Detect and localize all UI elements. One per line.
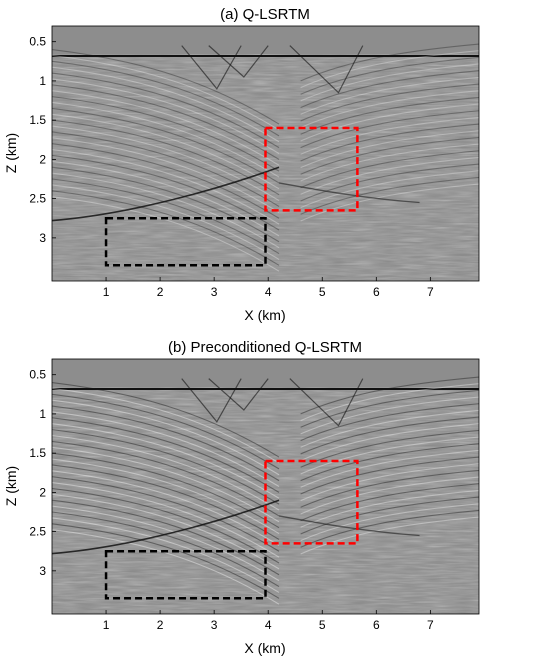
- y-tick-label: 3: [39, 231, 46, 245]
- y-tick-label: 2: [39, 485, 46, 499]
- panel-a: (a) Q-LSRTM 1 2 3 4 5 6 7 0.5 1 1.5 2 2.5 3 X (km) Z…: [3, 6, 480, 323]
- panel-a-xlabel: X (km): [244, 307, 285, 323]
- x-tick-label: 6: [373, 618, 380, 632]
- y-tick-label: 1.5: [29, 446, 46, 460]
- black-box: [104, 549, 267, 600]
- x-tick-label: 7: [427, 618, 434, 632]
- x-tick-label: 5: [319, 285, 326, 299]
- x-tick-label: 5: [319, 618, 326, 632]
- x-tick-label: 1: [103, 618, 110, 632]
- panel-b: (b) Preconditioned Q-LSRTM 1 2 3 4 5 6 7 0.5 1 1.…: [3, 339, 480, 656]
- y-tick-label: 0.5: [29, 368, 46, 382]
- x-tick-label: 2: [157, 285, 164, 299]
- y-tick-label: 2.5: [29, 192, 46, 206]
- black-box: [104, 216, 267, 267]
- panel-b-title: (b) Preconditioned Q-LSRTM: [168, 339, 362, 356]
- x-tick-label: 2: [157, 618, 164, 632]
- panel-a-title: (a) Q-LSRTM: [220, 6, 310, 23]
- x-tick-label: 3: [211, 285, 218, 299]
- y-tick-label: 1: [39, 407, 46, 421]
- panel-b-xlabel: X (km): [244, 640, 285, 656]
- panel-a-frame: [51, 25, 480, 282]
- red-box: [264, 459, 359, 545]
- y-tick-label: 2: [39, 152, 46, 166]
- y-tick-label: 0.5: [29, 35, 46, 49]
- x-tick-label: 7: [427, 285, 434, 299]
- y-tick-label: 3: [39, 564, 46, 578]
- panel-b-ylabel: Z (km): [3, 466, 19, 506]
- red-box: [264, 126, 359, 212]
- y-tick-label: 2.5: [29, 525, 46, 539]
- x-tick-label: 3: [211, 618, 218, 632]
- panel-a-ylabel: Z (km): [3, 133, 19, 173]
- x-tick-label: 4: [265, 618, 272, 632]
- x-tick-label: 1: [103, 285, 110, 299]
- x-tick-label: 4: [265, 285, 272, 299]
- panel-b-frame: [51, 358, 480, 615]
- x-tick-label: 6: [373, 285, 380, 299]
- y-tick-label: 1: [39, 74, 46, 88]
- y-tick-label: 1.5: [29, 113, 46, 127]
